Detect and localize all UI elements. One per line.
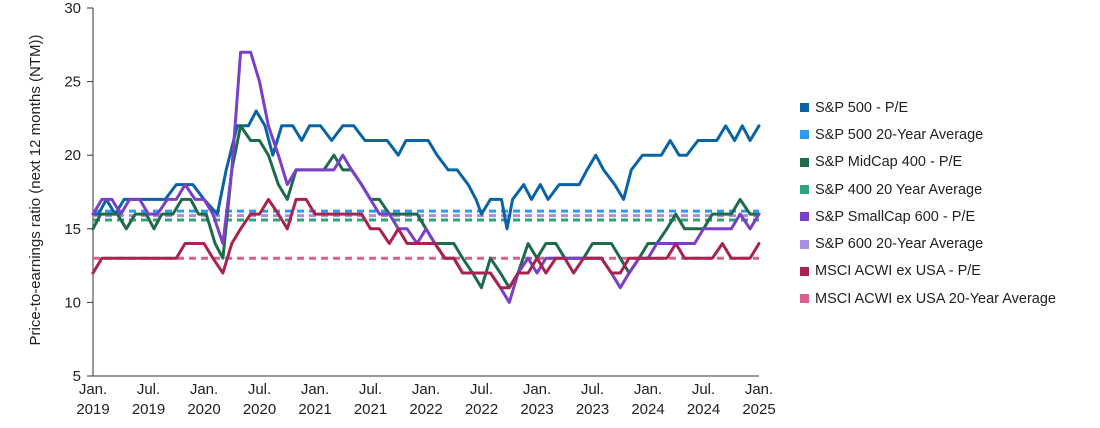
x-tick-label-year: 2022 [409, 401, 442, 418]
y-tick-label: 10 [64, 294, 81, 311]
x-tick-label-month: Jan. [301, 381, 329, 398]
legend-swatch [800, 294, 809, 304]
x-tick-label-month: Jul. [692, 381, 715, 398]
x-tick-label-month: Jan. [634, 381, 662, 398]
legend-swatch [800, 130, 809, 140]
x-tick-label-month: Jul. [581, 381, 604, 398]
y-tick-label: 25 [64, 74, 81, 91]
legend-label: S&P 500 - P/E [815, 99, 909, 116]
x-tick-label-year: 2022 [465, 401, 498, 418]
series-line-s-p-midcap-400-p-e [91, 124, 761, 290]
x-tick-label-month: Jan. [190, 381, 218, 398]
x-tick-label-month: Jan. [79, 381, 107, 398]
y-tick-label: 30 [64, 0, 81, 17]
x-tick-label-month: Jul. [248, 381, 271, 398]
series-layer [91, 50, 761, 304]
x-tick-label-year: 2020 [243, 401, 276, 418]
x-tick-label-year: 2021 [298, 401, 331, 418]
y-tick-label: 15 [64, 221, 81, 238]
legend-label: S&P 400 20 Year Average [815, 181, 983, 198]
legend-swatch [800, 212, 809, 222]
legend-item: MSCI ACWI ex USA - P/E [800, 258, 1056, 285]
x-tick-label-month: Jul. [470, 381, 493, 398]
x-tick-label-month: Jan. [523, 381, 551, 398]
legend-item: S&P MidCap 400 - P/E [800, 149, 1056, 176]
y-axis: 5 10 15 20 25 30 [64, 0, 94, 385]
legend-label: S&P SmallCap 600 - P/E [815, 208, 976, 225]
y-tick-label: 5 [73, 368, 81, 385]
legend-label: MSCI ACWI ex USA - P/E [815, 263, 981, 280]
legend-item: S&P 500 - P/E [800, 94, 1056, 121]
x-tick-label-year: 2023 [576, 401, 609, 418]
x-tick-label-year: 2019 [76, 401, 109, 418]
series-line-s-p-500-p-e [91, 109, 761, 231]
x-tick-label-month: Jan. [745, 381, 773, 398]
chart-legend: S&P 500 - P/E S&P 500 20-Year Average S&P … [800, 94, 1056, 312]
legend-item: S&P 500 20-Year Average [800, 121, 1056, 148]
x-tick-label-year: 2025 [742, 401, 775, 418]
legend-item: MSCI ACWI ex USA 20-Year Average [800, 285, 1056, 312]
x-tick-label-month: Jan. [412, 381, 440, 398]
legend-label: S&P 600 20-Year Average [815, 236, 984, 253]
y-tick-label: 20 [64, 147, 81, 164]
x-tick-label-year: 2023 [520, 401, 553, 418]
y-axis-label: Price-to-earnings ratio (next 12 months … [27, 35, 44, 346]
x-tick-label-year: 2024 [631, 401, 664, 418]
legend-item: S&P 400 20 Year Average [800, 176, 1056, 203]
legend-item: S&P SmallCap 600 - P/E [800, 203, 1056, 230]
legend-swatch [800, 103, 809, 113]
series-line-s-p-smallcap-600-p-e [91, 50, 761, 304]
legend-swatch [800, 157, 809, 167]
legend-swatch [800, 266, 809, 276]
legend-item: S&P 600 20-Year Average [800, 230, 1056, 257]
x-tick-label-month: Jul. [359, 381, 382, 398]
x-tick-label-year: 2019 [132, 401, 165, 418]
legend-swatch [800, 185, 809, 195]
x-axis: Jan. 2019 Jul. 2019 Jan. 2020 Jul. 2020 Jan. 2021… [76, 375, 776, 418]
legend-swatch [800, 239, 809, 249]
series-line-msci-acwi-ex-usa-p-e [91, 197, 761, 290]
x-tick-label-year: 2024 [687, 401, 720, 418]
x-tick-label-year: 2020 [187, 401, 220, 418]
legend-label: MSCI ACWI ex USA 20-Year Average [815, 290, 1056, 307]
legend-label: S&P 500 20-Year Average [815, 126, 984, 143]
legend-label: S&P MidCap 400 - P/E [815, 154, 963, 171]
x-tick-label-year: 2021 [354, 401, 387, 418]
x-tick-label-month: Jul. [137, 381, 160, 398]
